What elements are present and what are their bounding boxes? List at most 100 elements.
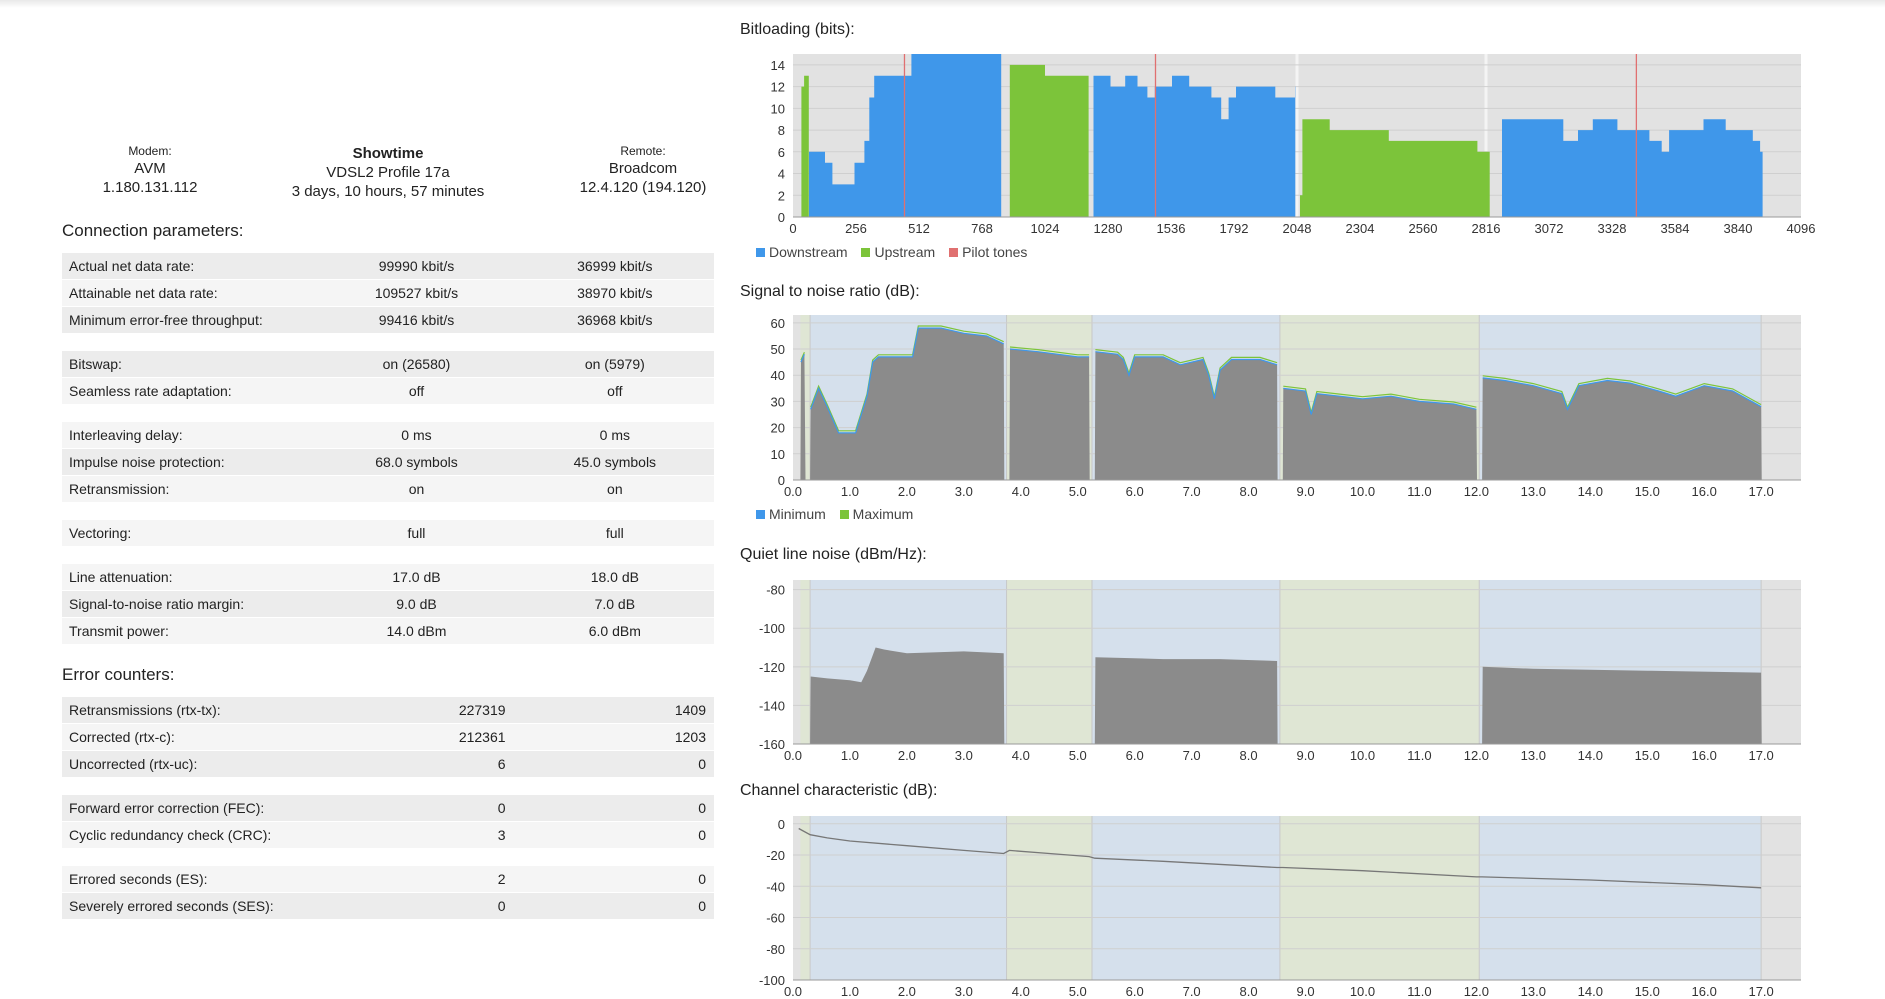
modem-version: 1.180.131.112 [102,179,198,196]
x-tick-label: 768 [971,221,993,236]
y-tick-label: 30 [771,394,785,409]
downstream-value: 6 [312,750,514,778]
row-label: Transmit power: [62,617,318,645]
x-tick-label: 9.0 [1297,984,1315,999]
maximum-line [1009,346,1090,356]
snr-title: Signal to noise ratio (dB): [740,283,920,300]
maximum-line [800,351,805,361]
table-row: Forward error correction (FEC): 0 0 [62,794,714,822]
y-tick-label: 0 [778,473,785,488]
upstream-value: 6.0 dBm [515,617,714,645]
y-tick-label: 20 [771,421,785,436]
row-label: Attainable net data rate: [62,279,318,307]
x-tick-label: 3840 [1724,221,1753,236]
x-tick-label: 16.0 [1692,984,1717,999]
x-tick-label: 15.0 [1635,484,1660,499]
status-title: Showtime [352,145,424,162]
table-row: Corrected (rtx-c): 212361 1203 [62,723,714,751]
row-label: Line attenuation: [62,563,318,591]
downstream-value: 0 [312,794,514,822]
x-tick-label: 15.0 [1635,984,1660,999]
x-tick-label: 3.0 [955,748,973,763]
y-tick-label: 2 [778,188,785,203]
x-tick-label: 8.0 [1240,748,1258,763]
x-tick-label: 9.0 [1297,748,1315,763]
x-tick-label: 17.0 [1748,748,1773,763]
y-tick-label: -160 [759,737,785,752]
x-tick-label: 9.0 [1297,484,1315,499]
y-tick-label: -140 [759,698,785,713]
x-tick-label: 2816 [1472,221,1501,236]
upstream-value: 18.0 dB [515,563,714,591]
x-tick-label: 1.0 [841,484,859,499]
y-tick-label: 8 [778,123,785,138]
upstream-value: full [515,519,714,547]
x-tick-label: 256 [845,221,867,236]
row-label: Vectoring: [62,519,318,547]
table-row: Severely errored seconds (SES): 0 0 [62,892,714,920]
downstream-value: 17.0 dB [317,563,516,591]
upstream-value: 38970 kbit/s [515,279,714,307]
downstream-value: 9.0 dB [317,590,516,618]
upstream-value: on (5979) [515,350,714,378]
downstream-value: full [317,519,516,547]
connection-table: Actual net data rate: 99990 kbit/s 36999 k… [62,253,714,645]
remote-version: 12.4.120 (194.120) [579,179,707,196]
x-tick-label: 6.0 [1126,748,1144,763]
table-row: Seamless rate adaptation: off off [62,377,714,405]
x-tick-label: 8.0 [1240,484,1258,499]
downstream-value: 99990 kbit/s [317,253,516,280]
x-tick-label: 1.0 [841,748,859,763]
x-tick-label: 6.0 [1126,984,1144,999]
y-tick-label: -100 [759,621,785,636]
upstream-value: 7.0 dB [515,590,714,618]
row-label: Retransmissions (rtx-tx): [62,697,313,724]
x-tick-label: 12.0 [1464,984,1489,999]
y-tick-label: 60 [771,316,785,331]
row-label: Minimum error-free throughput: [62,306,318,334]
upstream-value: 0 [513,892,714,920]
table-row: Vectoring: full full [62,519,714,547]
group-separator [62,848,714,866]
x-tick-label: 12.0 [1464,484,1489,499]
upstream-value: on [515,475,714,503]
series-area-downstream [808,54,1763,217]
snr-chart: 0 10 20 30 40 50 60 0.0 1.0 2.0 3.0 4.0 5.0 6.0 7.0 8.0… [771,315,1801,499]
hlog-title: Channel characteristic (dB): [740,782,938,799]
legend-maximum-label: Maximum [852,506,914,522]
row-label: Uncorrected (rtx-uc): [62,750,313,778]
legend-downstream-swatch [756,248,765,257]
table-row: Actual net data rate: 99990 kbit/s 36999 k… [62,253,714,280]
legend-pilot-swatch [949,248,959,257]
x-tick-label: 5.0 [1069,748,1087,763]
minimum-line [1283,387,1477,415]
table-row: Attainable net data rate: 109527 kbit/s 38… [62,279,714,307]
x-tick-label: 11.0 [1407,484,1431,499]
downstream-value: 99416 kbit/s [317,306,516,334]
row-label: Seamless rate adaptation: [62,377,318,405]
x-tick-label: 2304 [1346,221,1375,236]
x-tick-label: 5.0 [1069,984,1087,999]
table-row: Errored seconds (ES): 2 0 [62,865,714,893]
y-tick-label: 14 [771,58,785,73]
x-tick-label: 3.0 [955,484,973,499]
table-row: Bitswap: on (26580) on (5979) [62,350,714,378]
legend-maximum: Maximum [839,506,914,522]
downstream-value: 109527 kbit/s [317,279,516,307]
x-tick-label: 13.0 [1521,748,1546,763]
legend-downstream: Downstream [756,244,848,260]
upstream-value: 0 [513,750,714,778]
series-area-upstream [801,64,1490,218]
y-tick-label: -120 [759,660,785,675]
x-tick-label: 16.0 [1692,748,1717,763]
row-label: Interleaving delay: [62,421,318,449]
x-tick-label: 4.0 [1012,748,1030,763]
x-tick-label: 1792 [1220,221,1249,236]
y-tick-label: -20 [766,848,785,863]
upstream-value: 1409 [513,697,714,724]
x-tick-label: 2560 [1409,221,1438,236]
band-upstream [1006,816,1092,980]
legend-pilot-label: Pilot tones [962,244,1028,260]
row-label: Actual net data rate: [62,253,318,280]
legend-upstream: Upstream [861,244,935,260]
